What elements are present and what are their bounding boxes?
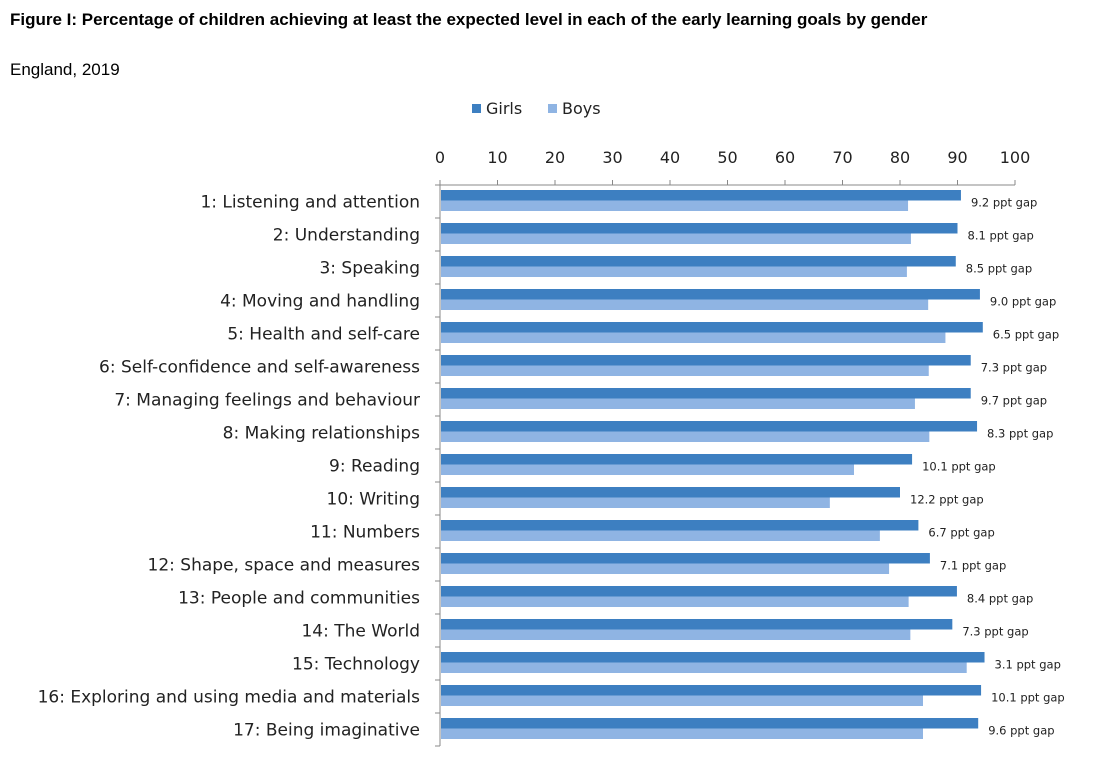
gap-annotation: 6.5 ppt gap — [993, 328, 1059, 342]
bar-boys — [441, 662, 967, 673]
legend-swatch-girls — [472, 104, 481, 113]
bar-girls — [441, 520, 919, 531]
bar-boys — [441, 596, 909, 607]
gap-annotation: 8.1 ppt gap — [968, 229, 1034, 243]
bar-girls — [441, 421, 978, 432]
category-label: 5: Health and self-care — [227, 325, 420, 345]
x-tick-label: 10 — [487, 148, 507, 167]
bar-boys — [441, 695, 923, 706]
category-label: 10: Writing — [327, 490, 420, 510]
category-label: 2: Understanding — [273, 226, 420, 246]
bar-girls — [441, 256, 956, 267]
bar-boys — [441, 497, 830, 508]
category-label: 14: The World — [301, 622, 420, 642]
bar-boys — [441, 629, 911, 640]
bar-boys — [441, 431, 930, 442]
bar-girls — [441, 355, 971, 366]
category-label: 12: Shape, space and measures — [148, 556, 421, 576]
category-label: 3: Speaking — [319, 259, 420, 279]
gap-annotation: 10.1 ppt gap — [922, 460, 996, 474]
category-label: 7: Managing feelings and behaviour — [114, 391, 420, 411]
gap-annotation: 7.1 ppt gap — [940, 559, 1006, 573]
bar-boys — [441, 365, 929, 376]
category-label: 8: Making relationships — [223, 424, 420, 444]
bar-girls — [441, 487, 900, 498]
x-tick-label: 30 — [602, 148, 622, 167]
gap-annotation: 3.1 ppt gap — [995, 658, 1061, 672]
bar-boys — [441, 398, 915, 409]
category-label: 13: People and communities — [178, 589, 420, 609]
bar-boys — [441, 728, 923, 739]
bar-girls — [441, 322, 983, 333]
category-label: 15: Technology — [292, 655, 420, 675]
x-tick-label: 70 — [832, 148, 852, 167]
category-label: 17: Being imaginative — [233, 721, 420, 741]
gap-annotation: 8.4 ppt gap — [967, 592, 1033, 606]
bar-boys — [441, 530, 880, 541]
category-label: 11: Numbers — [310, 523, 420, 543]
gap-annotation: 8.3 ppt gap — [987, 427, 1053, 441]
gap-annotation: 9.2 ppt gap — [971, 196, 1037, 210]
bar-girls — [441, 289, 980, 300]
category-label: 6: Self-confidence and self-awareness — [99, 358, 420, 378]
bar-girls — [441, 718, 979, 729]
legend-label-girls: Girls — [486, 99, 522, 118]
bar-girls — [441, 388, 971, 399]
x-tick-label: 0 — [435, 148, 445, 167]
bar-boys — [441, 464, 854, 475]
chart-subtitle: England, 2019 — [10, 60, 120, 79]
category-label: 16: Exploring and using media and materi… — [38, 688, 421, 708]
chart-title: Figure I: Percentage of children achievi… — [10, 10, 928, 29]
bar-girls — [441, 619, 953, 630]
bar-boys — [441, 563, 890, 574]
bar-girls — [441, 223, 958, 234]
gap-annotation: 6.7 ppt gap — [928, 526, 994, 540]
bar-girls — [441, 553, 930, 564]
bar-boys — [441, 332, 946, 343]
category-label: 1: Listening and attention — [200, 193, 420, 213]
gap-annotation: 9.7 ppt gap — [981, 394, 1047, 408]
gap-annotation: 7.3 ppt gap — [981, 361, 1047, 375]
category-label: 9: Reading — [329, 457, 420, 477]
bar-girls — [441, 586, 957, 597]
x-tick-label: 100 — [1000, 148, 1031, 167]
x-tick-label: 60 — [775, 148, 795, 167]
gap-annotation: 9.6 ppt gap — [988, 724, 1054, 738]
gap-annotation: 10.1 ppt gap — [991, 691, 1065, 705]
bar-girls — [441, 652, 985, 663]
gap-annotation: 8.5 ppt gap — [966, 262, 1032, 276]
bar-boys — [441, 299, 929, 310]
bar-boys — [441, 266, 907, 277]
bar-girls — [441, 190, 961, 201]
category-label: 4: Moving and handling — [220, 292, 420, 312]
x-tick-label: 50 — [717, 148, 737, 167]
bar-boys — [441, 233, 911, 244]
bar-girls — [441, 685, 982, 696]
x-tick-label: 80 — [890, 148, 910, 167]
gap-annotation: 9.0 ppt gap — [990, 295, 1056, 309]
bar-boys — [441, 200, 909, 211]
legend-label-boys: Boys — [562, 99, 601, 118]
x-tick-label: 20 — [545, 148, 565, 167]
bar-girls — [441, 454, 913, 465]
x-tick-label: 90 — [947, 148, 967, 167]
legend-swatch-boys — [548, 104, 557, 113]
gap-annotation: 12.2 ppt gap — [910, 493, 984, 507]
x-tick-label: 40 — [660, 148, 680, 167]
gap-annotation: 7.3 ppt gap — [962, 625, 1028, 639]
